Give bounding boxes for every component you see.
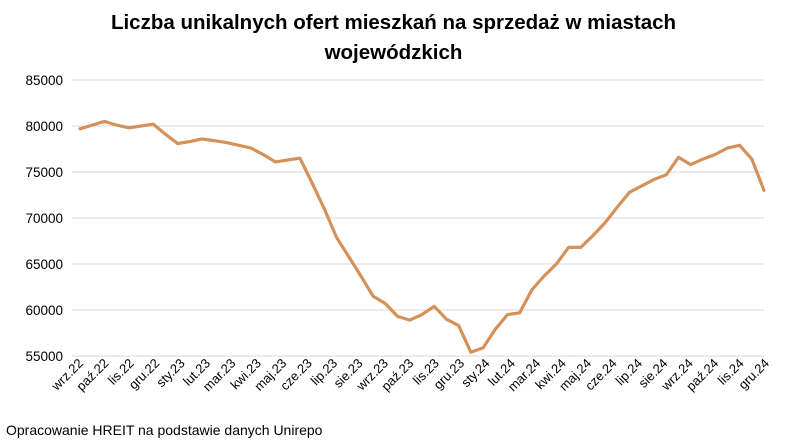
data-point bbox=[347, 255, 350, 258]
data-point bbox=[555, 262, 558, 266]
data-point bbox=[310, 181, 314, 185]
y-tick-label: 85000 bbox=[25, 73, 63, 88]
data-point bbox=[262, 153, 265, 156]
data-point bbox=[237, 144, 240, 147]
data-point bbox=[738, 144, 741, 147]
source-note: Opracowanie HREIT na podstawie danych Un… bbox=[6, 422, 323, 438]
data-point bbox=[579, 246, 582, 249]
data-point bbox=[286, 158, 289, 162]
data-point bbox=[750, 157, 753, 161]
data-point bbox=[91, 123, 94, 127]
data-point bbox=[640, 184, 644, 187]
data-point bbox=[726, 146, 729, 150]
data-point bbox=[518, 311, 521, 314]
data-point bbox=[762, 189, 766, 192]
data-point bbox=[677, 156, 680, 159]
data-point bbox=[274, 160, 277, 164]
chart-title-line-2: wojewódzkich bbox=[324, 41, 463, 64]
data-point bbox=[384, 302, 387, 305]
data-point bbox=[213, 139, 216, 142]
data-point bbox=[127, 126, 131, 129]
data-point bbox=[249, 146, 253, 150]
data-point bbox=[665, 173, 668, 176]
data-point bbox=[176, 142, 179, 145]
series-offers bbox=[78, 119, 766, 354]
data-point bbox=[713, 153, 717, 156]
data-point bbox=[323, 207, 326, 210]
data-point bbox=[152, 123, 155, 126]
data-point bbox=[616, 205, 619, 209]
data-point bbox=[396, 315, 399, 318]
data-point bbox=[494, 328, 497, 331]
y-tick-label: 65000 bbox=[25, 257, 63, 272]
data-point bbox=[445, 318, 448, 321]
y-tick-label: 55000 bbox=[25, 349, 63, 364]
data-point bbox=[689, 163, 692, 166]
data-point bbox=[103, 120, 106, 123]
data-point bbox=[701, 157, 705, 161]
data-point bbox=[200, 137, 204, 141]
y-tick-label: 75000 bbox=[25, 165, 63, 180]
data-point bbox=[225, 141, 228, 144]
chart-title: Liczba unikalnych ofert mieszkań na sprz… bbox=[0, 8, 787, 68]
data-point bbox=[335, 236, 338, 239]
data-point bbox=[115, 123, 118, 127]
series-line bbox=[78, 119, 766, 354]
data-point bbox=[139, 124, 143, 128]
y-tick-label: 70000 bbox=[25, 211, 63, 226]
data-point bbox=[433, 305, 436, 308]
data-point bbox=[188, 140, 192, 143]
gridlines bbox=[72, 79, 764, 357]
y-axis-ticks: 85000 80000 75000 70000 65000 60000 55000 bbox=[25, 73, 63, 364]
line-chart: 85000 80000 75000 70000 65000 60000 55000 wrz.… bbox=[25, 73, 772, 395]
y-tick-label: 60000 bbox=[25, 303, 63, 318]
data-point bbox=[469, 351, 473, 354]
data-point bbox=[591, 234, 595, 237]
data-point bbox=[652, 178, 656, 181]
x-tick-label: sty.24 bbox=[458, 356, 492, 390]
data-point bbox=[164, 133, 167, 136]
data-point bbox=[298, 157, 302, 160]
data-point bbox=[481, 346, 485, 349]
data-point bbox=[506, 313, 509, 316]
data-point bbox=[78, 127, 82, 130]
x-axis-ticks: wrz.22paź.22lis.22gru.22sty.23lut.23mar.… bbox=[48, 356, 772, 395]
data-point bbox=[408, 318, 411, 322]
data-point bbox=[530, 288, 534, 291]
data-point bbox=[628, 191, 631, 194]
data-point bbox=[359, 274, 363, 278]
data-point bbox=[542, 274, 546, 278]
y-tick-label: 80000 bbox=[25, 119, 63, 134]
data-point bbox=[371, 295, 375, 298]
x-tick-label: sty.23 bbox=[153, 356, 187, 390]
data-point bbox=[567, 246, 570, 249]
data-point bbox=[604, 221, 607, 224]
data-point bbox=[457, 324, 460, 327]
chart-title-line-1: Liczba unikalnych ofert mieszkań na sprz… bbox=[110, 11, 677, 34]
data-point bbox=[420, 313, 424, 316]
